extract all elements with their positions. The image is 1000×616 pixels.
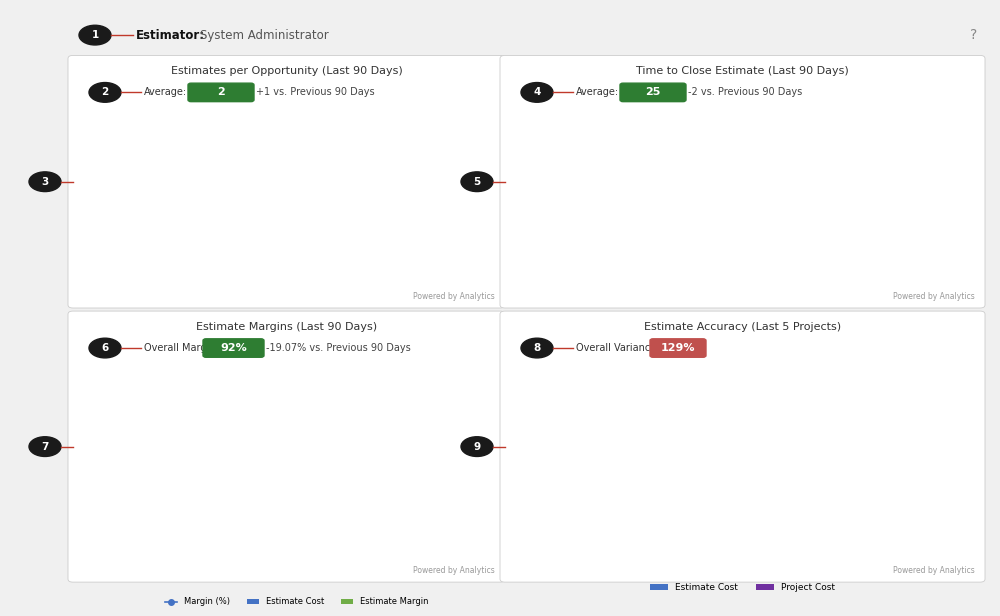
X-axis label: Opportunity Close Date (Year-Month): Opportunity Close Date (Year-Month)	[203, 282, 370, 291]
Text: 200k: 200k	[606, 436, 629, 444]
Text: 66k: 66k	[714, 489, 731, 498]
Text: 2.5: 2.5	[278, 164, 295, 174]
Text: 8: 8	[533, 343, 541, 353]
Text: 2: 2	[101, 87, 109, 97]
Bar	[888, 372, 929, 527]
X-axis label: Opportunity Close Date (Year-Month): Opportunity Close Date (Year-Month)	[213, 547, 380, 556]
Text: 180k: 180k	[565, 444, 588, 452]
Text: 5: 5	[473, 177, 481, 187]
Text: Estimate Margins (Last 90 Days): Estimate Margins (Last 90 Days)	[196, 322, 377, 331]
Text: -2 vs. Previous 90 Days: -2 vs. Previous 90 Days	[688, 87, 802, 97]
Text: 29: 29	[726, 151, 738, 161]
Bar	[702, 500, 742, 527]
Text: 14: 14	[931, 201, 943, 211]
Text: 6: 6	[101, 343, 109, 353]
X-axis label: Opportunity Close Date (Year-Month): Opportunity Close Date (Year-Month)	[659, 282, 826, 291]
Text: 7: 7	[41, 442, 49, 452]
Text: Estimate Accuracy (Last 5 Projects): Estimate Accuracy (Last 5 Projects)	[644, 322, 841, 331]
Text: 3: 3	[41, 177, 49, 187]
Text: Powered by Analytics: Powered by Analytics	[893, 292, 975, 301]
Text: Powered by Analytics: Powered by Analytics	[413, 292, 495, 301]
Text: 1: 1	[413, 222, 420, 233]
Text: Powered by Analytics: Powered by Analytics	[413, 566, 495, 575]
Text: Estimator:: Estimator:	[136, 28, 205, 42]
Text: 40: 40	[521, 115, 533, 124]
Text: 12k: 12k	[900, 362, 917, 371]
Bar	[387, 219, 446, 262]
Text: Average:: Average:	[144, 87, 187, 97]
Text: 2: 2	[217, 87, 225, 97]
Text: 25: 25	[645, 87, 661, 97]
Text: 9: 9	[473, 442, 481, 452]
Bar	[395, 368, 453, 527]
Text: Average:: Average:	[576, 87, 619, 97]
Text: 2.2m: 2.2m	[411, 442, 438, 452]
Bar	[257, 155, 316, 262]
Text: 92%: 92%	[220, 343, 247, 353]
Text: System Administrator: System Administrator	[200, 28, 329, 42]
Text: 4.5k: 4.5k	[858, 514, 877, 523]
Bar	[597, 446, 638, 527]
Text: 1: 1	[91, 30, 99, 40]
Text: Time to Close Estimate (Last 90 Days): Time to Close Estimate (Last 90 Days)	[636, 66, 849, 76]
Text: Overall Margin:: Overall Margin:	[144, 343, 219, 353]
Text: Powered by Analytics: Powered by Analytics	[893, 566, 975, 575]
Text: ?: ?	[970, 28, 978, 42]
Bar	[847, 525, 888, 527]
Text: 4: 4	[533, 87, 541, 97]
Text: +1 vs. Previous 90 Days: +1 vs. Previous 90 Days	[256, 87, 375, 97]
Text: 129%: 129%	[661, 343, 695, 353]
Legend: Estimate Cost, Project Cost: Estimate Cost, Project Cost	[646, 580, 839, 596]
Bar	[127, 134, 186, 262]
Text: Overall Variance:: Overall Variance:	[576, 343, 660, 353]
Text: -19.07% vs. Previous 90 Days: -19.07% vs. Previous 90 Days	[266, 343, 411, 353]
Bar	[556, 454, 597, 527]
Text: Estimates per Opportunity (Last 90 Days): Estimates per Opportunity (Last 90 Days)	[171, 66, 402, 76]
Text: 3: 3	[153, 144, 160, 155]
Legend: Margin (%), Estimate Cost, Estimate Margin: Margin (%), Estimate Cost, Estimate Marg…	[161, 594, 432, 610]
Text: 382k: 382k	[897, 362, 920, 371]
